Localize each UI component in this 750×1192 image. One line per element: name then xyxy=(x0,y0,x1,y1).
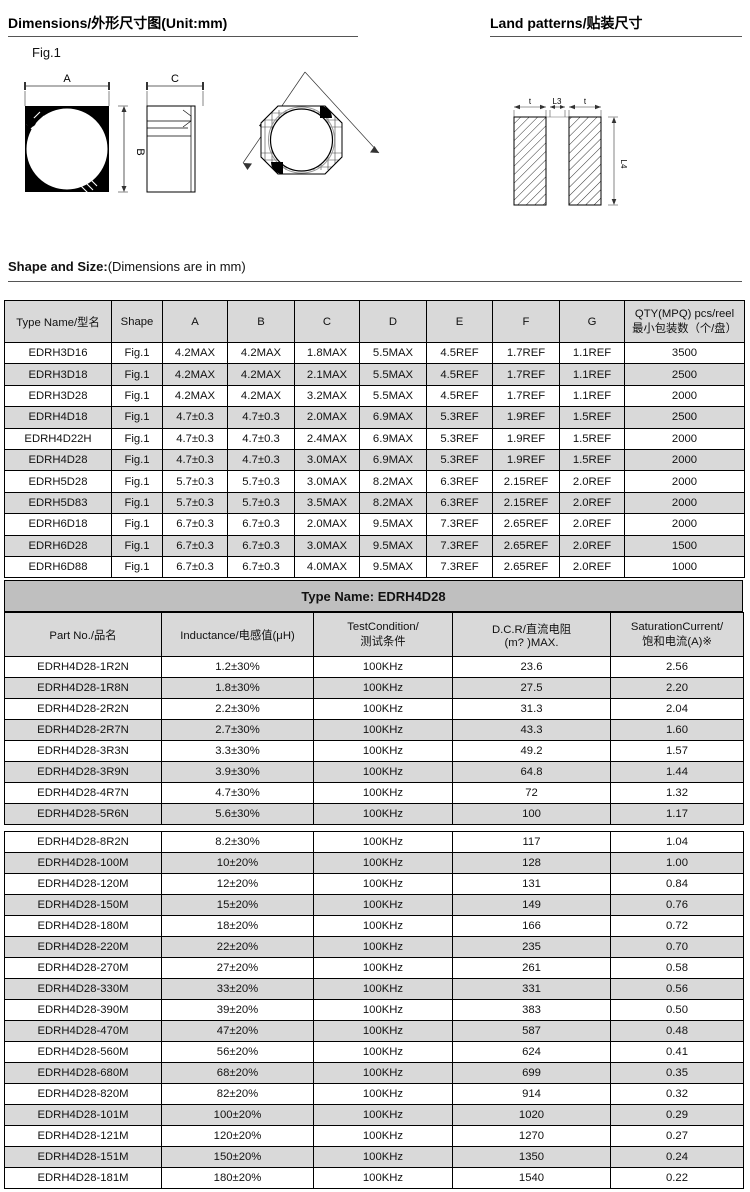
svg-text:A: A xyxy=(63,73,71,85)
svg-text:t: t xyxy=(584,97,587,106)
svg-text:L4: L4 xyxy=(619,160,628,169)
svg-text:B: B xyxy=(134,148,146,155)
svg-text:L3: L3 xyxy=(553,97,562,106)
svg-text:C: C xyxy=(171,73,179,85)
svg-text:t: t xyxy=(529,97,532,106)
